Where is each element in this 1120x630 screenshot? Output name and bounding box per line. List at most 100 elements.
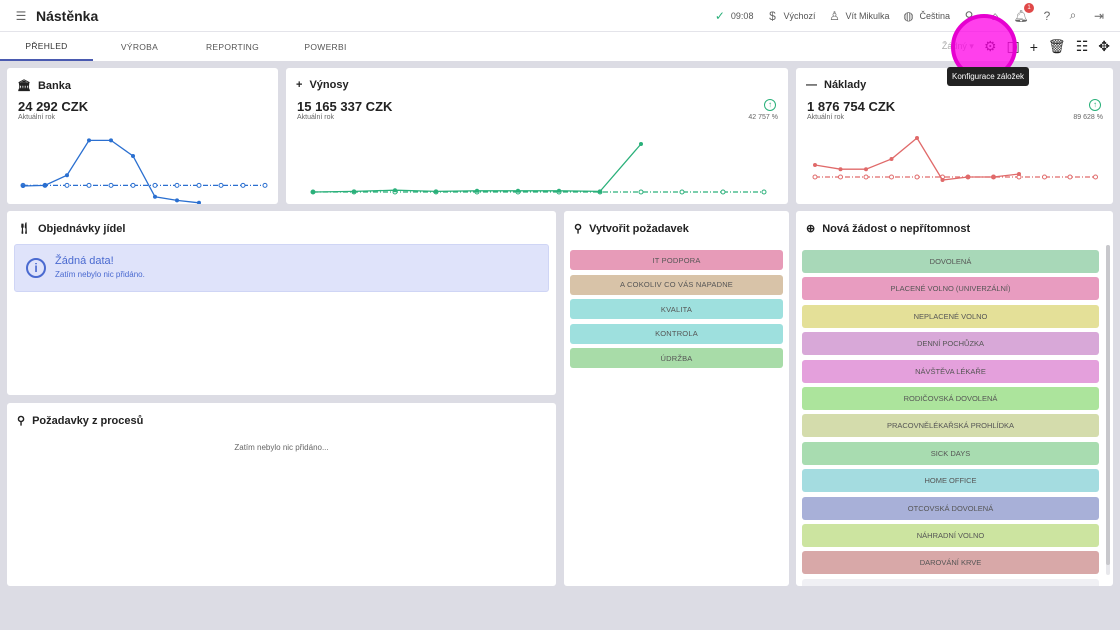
currency-label: Výchozí: [783, 10, 816, 21]
move-icon[interactable]: ✥: [1098, 38, 1110, 54]
arrow-up-icon: ↑: [764, 99, 776, 111]
button-kontrola[interactable]: KONTROLA: [570, 323, 783, 344]
tab-reporting[interactable]: REPORTING: [205, 41, 260, 52]
series-point: [131, 154, 135, 158]
trash-icon[interactable]: 🗑︎: [1047, 38, 1066, 54]
button-služební-cesta[interactable]: SLUŽEBNÍ CESTA: [802, 578, 1099, 586]
baseline-point: [720, 189, 726, 195]
info-icon: i: [26, 258, 46, 278]
revenue-pct: 42 757 %: [748, 114, 778, 121]
pin-icon[interactable]: ⚲: [964, 8, 974, 23]
widget-naklady: — Náklady 1 876 754 CZK Aktuální rok ↑ 89…: [796, 68, 1113, 204]
baseline-point: [152, 182, 158, 188]
baseline-point: [889, 174, 894, 180]
baseline-point: [638, 189, 644, 195]
baseline-point: [130, 182, 136, 188]
button-placené-volno-univerzální-[interactable]: PLACENÉ VOLNO (UNIVERZÁLNÍ): [802, 277, 1099, 301]
series-point: [87, 138, 91, 143]
button-rodičovská-dovolená[interactable]: RODIČOVSKÁ DOVOLENÁ: [802, 387, 1099, 410]
time-status[interactable]: ✓ 09:08: [713, 9, 754, 23]
arrow-up-icon: ↑: [1089, 99, 1101, 111]
tab-prehled[interactable]: PŘEHLED: [0, 32, 93, 61]
button-otcovská-dovolená[interactable]: OTCOVSKÁ DOVOLENÁ: [802, 496, 1099, 520]
series-point: [1017, 172, 1021, 176]
baseline-point: [86, 182, 92, 188]
user-menu[interactable]: ♙ Vít Mikulka: [827, 9, 889, 23]
plus-icon[interactable]: +: [1029, 38, 1038, 55]
menu-icon[interactable]: ☰: [15, 8, 27, 23]
series-point: [557, 188, 561, 193]
button-návštěva-lékaře[interactable]: NÁVŠTĚVA LÉKAŘE: [802, 359, 1099, 383]
series-point: [393, 188, 397, 193]
button-darování-krve[interactable]: DAROVÁNÍ KRVE: [802, 551, 1099, 575]
scrollbar[interactable]: [1106, 245, 1110, 575]
button-pracovnělékařská-prohlídka[interactable]: PRACOVNĚLÉKAŘSKÁ PROHLÍDKA: [802, 414, 1099, 438]
pin-icon: ⚲: [574, 223, 583, 235]
currency-selector[interactable]: $ Výchozí: [765, 9, 815, 23]
empty-text: Zatím nebylo nic přidáno.: [55, 270, 145, 279]
button-dovolená[interactable]: DOVOLENÁ: [802, 250, 1099, 273]
widget-title: Vytvořit požadavek: [589, 222, 689, 235]
minus-icon: —: [806, 79, 817, 91]
series-point: [966, 175, 970, 179]
bank-sub: Aktuální rok: [18, 114, 55, 121]
list-icon[interactable]: ☷: [1075, 38, 1089, 54]
tab-vyroba[interactable]: VÝROBA: [120, 41, 159, 52]
time-label: 09:08: [730, 10, 754, 21]
baseline-point: [1093, 174, 1098, 180]
series-point: [516, 188, 520, 193]
baseline-point: [218, 182, 224, 188]
baseline-point: [838, 174, 843, 180]
button-denní-pochůzka[interactable]: DENNÍ POCHŮZKA: [802, 332, 1099, 356]
series-point: [153, 194, 157, 199]
baseline-point: [761, 189, 767, 195]
language-selector[interactable]: ◍ Čeština: [901, 9, 950, 23]
bank-icon: 🏛︎: [17, 80, 31, 92]
button-a-cokoliv-co-vás-napadne[interactable]: A COKOLIV CO VÁS NAPADNE: [570, 274, 783, 295]
button-náhradní-volno[interactable]: NÁHRADNÍ VOLNO: [802, 524, 1099, 547]
baseline-point: [240, 182, 246, 188]
button-neplacené-volno[interactable]: NEPLACENÉ VOLNO: [802, 304, 1099, 328]
language-label: Čeština: [919, 10, 950, 21]
button-it-podpora[interactable]: IT PODPORA: [570, 250, 783, 270]
bell-icon[interactable]: 🔔︎ 1: [1013, 2, 1034, 23]
revenue-chart: [310, 142, 767, 195]
series-point: [197, 200, 201, 204]
widget-pozadavky-procesu: ⚲ Požadavky z procesů Zatím nebylo nic př…: [7, 403, 556, 586]
plus-icon: +: [296, 79, 303, 91]
series-point: [991, 175, 996, 179]
widget-title: Objednávky jídel: [37, 222, 126, 235]
logout-icon[interactable]: ⇥: [1093, 8, 1105, 23]
widget-nepritomnost: ⊕ Nová žádost o nepřítomnost DOVOLENÁ PLAC…: [796, 211, 1113, 586]
button-kvalita[interactable]: KVALITA: [570, 299, 783, 319]
tab-powerbi[interactable]: POWERBI: [304, 41, 347, 52]
cost-value: 1 876 754 CZK: [807, 99, 896, 114]
baseline-point: [914, 174, 920, 180]
baseline-point: [64, 182, 70, 188]
help-icon[interactable]: ?: [1043, 8, 1051, 23]
page-title: Nástěnka: [36, 7, 99, 24]
button-sick-days[interactable]: SICK DAYS: [802, 441, 1099, 465]
empty-title: Žádná data!: [55, 255, 114, 267]
series-point: [915, 136, 919, 140]
plus-circle-icon: ⊕: [806, 223, 816, 235]
baseline-point: [1042, 174, 1047, 180]
series-line: [22, 139, 200, 204]
widget-banka: 🏛︎ Banka 24 292 CZK Aktuální rok: [7, 68, 278, 204]
series-point: [475, 188, 479, 193]
tooltip: Konfigurace záložek: [947, 67, 1030, 86]
widget-vytvorit-pozadavek: ⚲ Vytvořit požadavek IT PODPORA A COKOLIV …: [564, 211, 789, 586]
dollar-icon: $: [769, 8, 776, 23]
check-circle-icon: ✓: [714, 8, 725, 23]
series-point: [639, 142, 643, 146]
top-bar: ☰ Nástěnka ✓ 09:08 $ Výchozí ♙ Vít Mikulka …: [0, 0, 1120, 32]
button-údržba[interactable]: ÚDRŽBA: [570, 348, 783, 368]
widget-vynosy: + Výnosy 15 165 337 CZK Aktuální rok ↑ 42…: [286, 68, 788, 204]
button-home-office[interactable]: HOME OFFICE: [802, 469, 1099, 493]
cost-sub: Aktuální rok: [807, 114, 844, 121]
tab-bar: PŘEHLED VÝROBA REPORTING POWERBI Žádný ▾…: [0, 32, 1120, 61]
empty-text: Zatím nebylo nic přidáno...: [234, 443, 329, 452]
search-icon[interactable]: ⌕: [1069, 8, 1077, 22]
bank-value: 24 292 CZK: [18, 99, 89, 114]
series-line: [312, 143, 642, 193]
